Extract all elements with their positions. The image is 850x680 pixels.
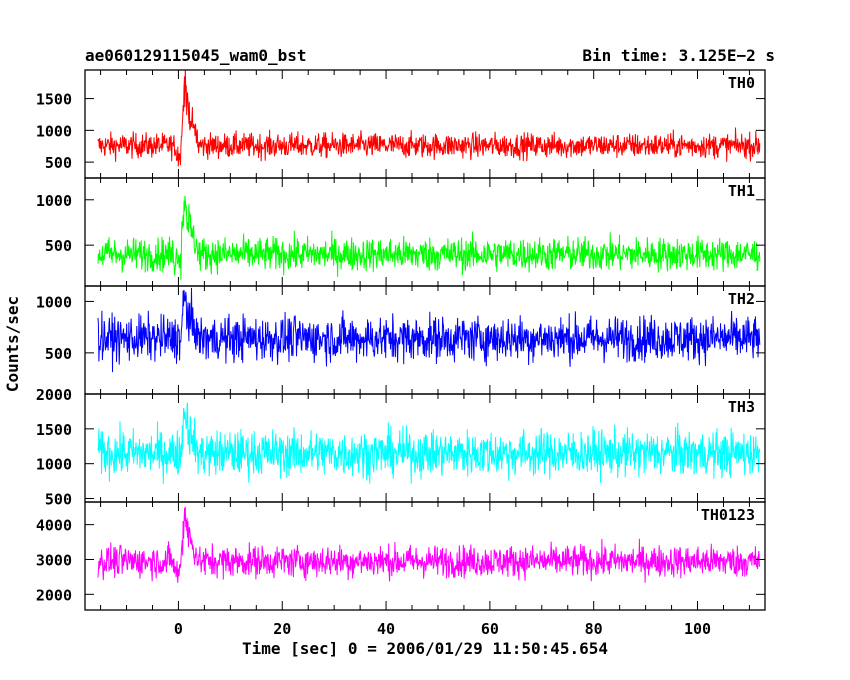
chart-title: ae060129115045_wam0_bst bbox=[85, 46, 307, 65]
panel-frame-th0 bbox=[84, 69, 766, 179]
y-tick-label: 1000 bbox=[36, 192, 72, 210]
x-tick-label: 40 bbox=[377, 620, 395, 638]
y-tick-label: 1000 bbox=[36, 456, 72, 474]
y-tick-label: 1500 bbox=[36, 421, 72, 439]
series-th3 bbox=[97, 402, 761, 484]
x-tick-label: 100 bbox=[684, 620, 711, 638]
x-tick-label: 80 bbox=[585, 620, 603, 638]
panel-label-th0: TH0 bbox=[728, 74, 755, 92]
y-tick-label: 500 bbox=[45, 345, 72, 363]
y-tick-label: 500 bbox=[45, 237, 72, 255]
y-tick-label: 500 bbox=[45, 491, 72, 509]
x-axis-label: Time [sec] 0 = 2006/01/29 11:50:45.654 bbox=[242, 639, 608, 658]
y-axis-label: Counts/sec bbox=[3, 296, 22, 392]
bin-time-label: Bin time: 3.125E−2 s bbox=[582, 46, 775, 65]
series-th0123 bbox=[97, 506, 761, 583]
panel-frame-th0123 bbox=[84, 501, 766, 611]
series-th1 bbox=[97, 195, 761, 281]
y-tick-label: 1000 bbox=[36, 122, 72, 140]
series-th2 bbox=[97, 287, 761, 373]
x-tick-label: 0 bbox=[174, 620, 183, 638]
panel-label-th0123: TH0123 bbox=[701, 506, 755, 524]
panel-label-th3: TH3 bbox=[728, 398, 755, 416]
series-th0 bbox=[97, 70, 761, 167]
y-tick-label: 2000 bbox=[36, 386, 72, 404]
y-tick-label: 4000 bbox=[36, 517, 72, 535]
panel-frame-th1 bbox=[84, 177, 766, 287]
y-tick-label: 1000 bbox=[36, 293, 72, 311]
x-tick-label: 60 bbox=[481, 620, 499, 638]
y-tick-label: 1500 bbox=[36, 91, 72, 109]
panel-label-th2: TH2 bbox=[728, 290, 755, 308]
y-tick-label: 2000 bbox=[36, 586, 72, 604]
y-tick-label: 3000 bbox=[36, 551, 72, 569]
y-tick-label: 500 bbox=[45, 154, 72, 172]
panel-label-th1: TH1 bbox=[728, 182, 755, 200]
x-tick-label: 20 bbox=[273, 620, 291, 638]
